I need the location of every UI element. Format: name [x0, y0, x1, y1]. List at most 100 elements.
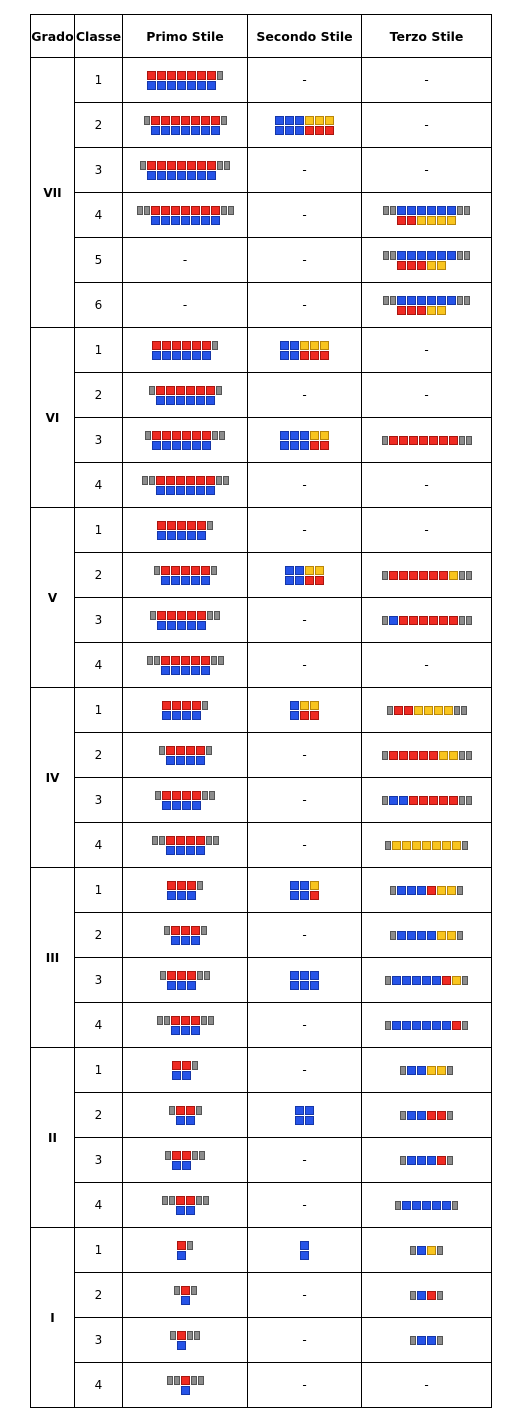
- primo-stile-cell: [122, 687, 248, 733]
- empty-cell: [203, 1206, 209, 1215]
- empty-cell: [192, 1161, 198, 1170]
- ship-block-red: [170, 115, 180, 125]
- ship-block-grey: [385, 976, 391, 985]
- terzo-stile-ship: [400, 1156, 453, 1165]
- ship-block-grey: [457, 250, 463, 260]
- ship-block-red: [187, 160, 196, 170]
- primo-stile-ship: [172, 1060, 198, 1080]
- ship-block-red: [427, 1111, 436, 1120]
- ship-block-blue: [280, 440, 289, 450]
- ship-block-grey: [156, 1015, 163, 1025]
- ship-block-blue: [285, 575, 294, 585]
- primo-stile-cell: [122, 1092, 248, 1138]
- empty-cell: [199, 1161, 205, 1170]
- ship-block-yellow: [427, 1246, 436, 1255]
- terzo-stile-cell: [361, 822, 492, 868]
- ship-block-grey: [457, 931, 463, 940]
- terzo-stile-cell: [361, 1182, 492, 1228]
- ship-block-red: [180, 1015, 190, 1025]
- table-row: VI 1 -: [30, 327, 492, 508]
- terzo-stile-cell: [361, 1047, 492, 1093]
- empty-cell: [149, 396, 155, 405]
- ship-block-blue: [207, 170, 216, 180]
- ship-block-blue: [170, 1025, 180, 1035]
- ship-block-blue: [300, 1250, 309, 1260]
- ship-block-yellow: [305, 565, 314, 575]
- ship-block-red: [192, 430, 201, 440]
- empty-cell: [197, 981, 203, 990]
- ship-block-blue: [170, 665, 180, 675]
- header-secondo-stile: Secondo Stile: [247, 14, 362, 58]
- ship-block-red: [398, 436, 408, 445]
- ship-block-yellow: [448, 571, 458, 580]
- primo-stile-ship: [165, 1150, 205, 1170]
- empty-cell: [217, 81, 223, 90]
- ship-block-grey: [437, 1246, 443, 1255]
- ship-block-red: [398, 751, 408, 760]
- table-row: 4-: [31, 1182, 492, 1228]
- ship-block-blue: [147, 80, 156, 90]
- secondo-stile-ship: [275, 115, 334, 135]
- ship-block-grey: [150, 610, 156, 620]
- ship-block-blue: [162, 710, 171, 720]
- ship-block-red: [170, 655, 180, 665]
- ship-block-blue: [182, 1070, 191, 1080]
- primo-stile-ship: [136, 205, 234, 225]
- ship-block-red: [167, 520, 176, 530]
- secondo-stile-cell: -: [247, 192, 362, 238]
- ship-block-red: [147, 70, 156, 80]
- ship-block-blue: [172, 1160, 181, 1170]
- ship-block-blue: [192, 710, 201, 720]
- primo-stile-cell: [122, 57, 248, 103]
- class-cell: 2: [74, 552, 123, 598]
- table-row: 6 - -: [31, 282, 492, 328]
- ship-block-red: [417, 305, 426, 315]
- ship-block-blue: [295, 1105, 304, 1115]
- class-cell: 4: [74, 642, 123, 688]
- ship-block-grey: [410, 1336, 416, 1345]
- ship-block-blue: [187, 80, 196, 90]
- ship-block-blue: [175, 485, 185, 495]
- ship-block-blue: [417, 205, 426, 215]
- ship-block-grey: [192, 1060, 198, 1070]
- dash-placeholder: -: [424, 523, 429, 537]
- ship-block-grey: [437, 1291, 443, 1300]
- empty-cell: [204, 981, 210, 990]
- secondo-stile-cell: -: [247, 597, 362, 643]
- ship-block-red: [428, 436, 438, 445]
- empty-cell: [196, 1116, 202, 1125]
- ship-block-blue: [187, 620, 196, 630]
- ship-block-red: [190, 115, 200, 125]
- empty-cell: [464, 216, 470, 225]
- ship-block-grey: [381, 571, 388, 580]
- ship-block-red: [182, 1060, 191, 1070]
- terzo-stile-cell: -: [361, 642, 492, 688]
- empty-cell: [216, 396, 222, 405]
- ship-block-blue: [190, 575, 200, 585]
- ship-block-blue: [197, 170, 206, 180]
- ship-block-grey: [381, 796, 388, 805]
- primo-stile-cell: [122, 1002, 248, 1048]
- ship-block-blue: [417, 1111, 426, 1120]
- empty-cell: [191, 1296, 197, 1305]
- dash-placeholder: -: [302, 163, 307, 177]
- class-cell: 1: [74, 507, 123, 553]
- ship-block-grey: [153, 655, 160, 665]
- table-row: VII 1 - -: [30, 57, 492, 328]
- dash-placeholder: -: [182, 298, 188, 312]
- ship-block-grey: [163, 925, 170, 935]
- primo-stile-ship: [160, 970, 210, 990]
- empty-cell: [147, 666, 153, 675]
- ship-block-red: [175, 745, 185, 755]
- ship-block-grey: [400, 1066, 406, 1075]
- ship-block-yellow: [437, 260, 446, 270]
- ship-block-grey: [197, 880, 203, 890]
- primo-stile-ship: [177, 1240, 193, 1260]
- empty-cell: [212, 441, 218, 450]
- ship-block-red: [182, 700, 191, 710]
- ship-block-blue: [167, 980, 176, 990]
- ship-block-blue: [160, 575, 170, 585]
- secondo-stile-cell: -: [247, 1182, 362, 1228]
- ship-block-red: [397, 305, 406, 315]
- ship-block-red: [427, 886, 436, 895]
